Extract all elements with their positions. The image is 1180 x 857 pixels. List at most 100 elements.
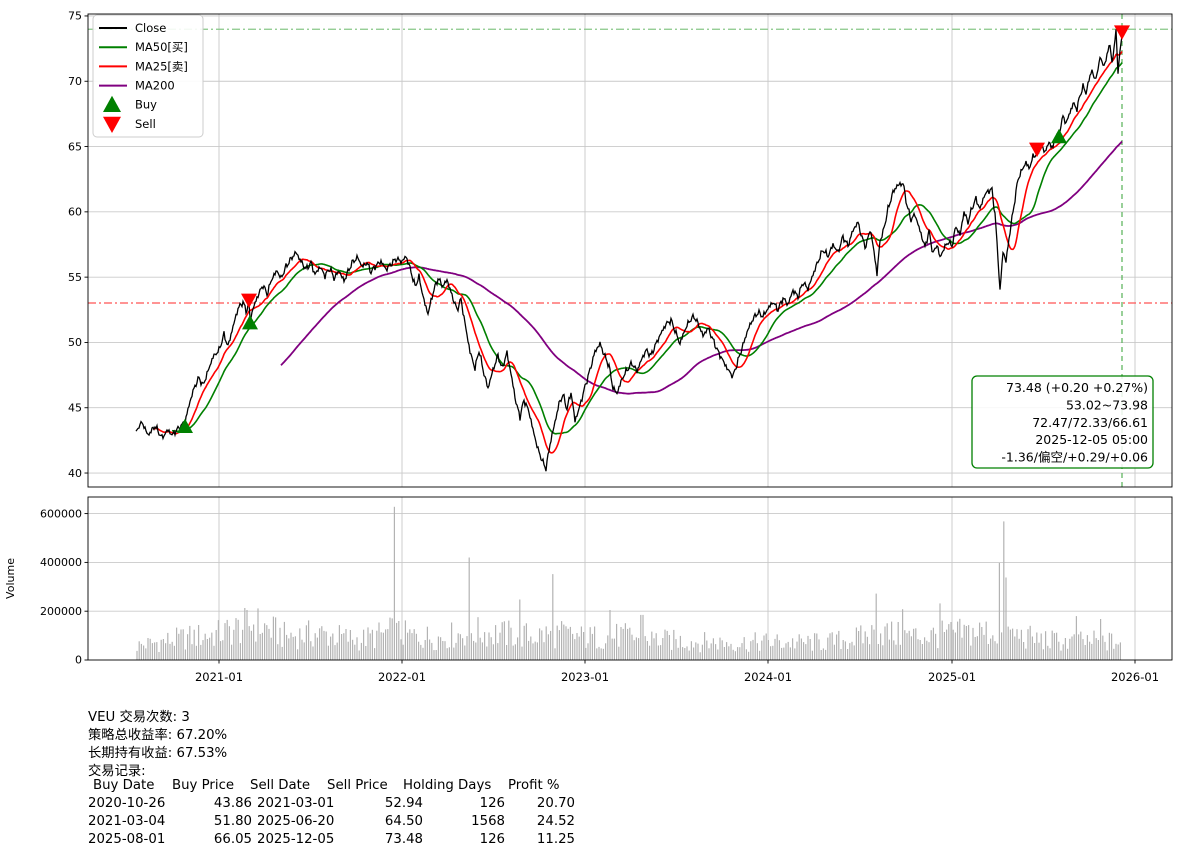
- volume-bar: [917, 639, 919, 660]
- volume-bar: [393, 506, 395, 660]
- volume-bar: [699, 652, 701, 660]
- volume-bar: [233, 629, 235, 660]
- volume-bar: [492, 644, 494, 660]
- volume-bar: [235, 618, 237, 660]
- volume-bar: [629, 627, 631, 660]
- volume-bar: [182, 629, 184, 660]
- volume-bar: [283, 621, 285, 660]
- volume-bar: [796, 641, 798, 660]
- volume-bar: [990, 638, 992, 660]
- volume-bar: [1003, 521, 1005, 660]
- volume-bar: [644, 636, 646, 660]
- volume-bar: [558, 630, 560, 660]
- trade-header-cell: Sell Price: [327, 778, 388, 793]
- volume-bar: [730, 643, 732, 660]
- volume-bar: [715, 644, 717, 660]
- volume-bar: [838, 630, 840, 660]
- volume-bar: [1089, 641, 1091, 660]
- volume-tick-label: 600000: [40, 507, 82, 520]
- volume-bar: [739, 647, 741, 660]
- volume-bar: [871, 625, 873, 660]
- volume-bar: [437, 636, 439, 660]
- volume-bar: [169, 643, 171, 660]
- volume-bar: [261, 632, 263, 660]
- volume-bar: [618, 646, 620, 660]
- volume-bar: [470, 633, 472, 660]
- volume-bar: [325, 631, 327, 660]
- volume-bar: [983, 634, 985, 660]
- volume-bar: [723, 647, 725, 660]
- volume-bar: [1051, 630, 1053, 660]
- volume-bar: [554, 648, 556, 660]
- volume-bar: [651, 631, 653, 660]
- volume-bar: [1038, 642, 1040, 660]
- volume-bar: [534, 641, 536, 660]
- volume-bar: [191, 644, 193, 660]
- y-tick-label: 55: [68, 271, 82, 284]
- volume-bar: [763, 635, 765, 660]
- volume-bar: [226, 619, 228, 660]
- volume-bar: [935, 633, 937, 660]
- volume-bar: [418, 641, 420, 660]
- volume-bar: [1093, 630, 1095, 660]
- volume-bar: [253, 624, 255, 660]
- volume-bar: [536, 642, 538, 660]
- volume-bar: [1047, 645, 1049, 660]
- volume-bar: [671, 649, 673, 660]
- volume-bar: [459, 634, 461, 660]
- volume-bar: [525, 623, 527, 660]
- legend-label: Buy: [135, 98, 157, 112]
- volume-bar: [776, 634, 778, 660]
- volume-bar: [1056, 632, 1058, 660]
- volume-bar: [486, 646, 488, 660]
- volume-bar: [338, 625, 340, 660]
- sell-marker: [1114, 25, 1130, 40]
- volume-bar: [204, 633, 206, 660]
- volume-bar: [844, 641, 846, 660]
- volume-bar: [853, 645, 855, 660]
- volume-bar: [451, 622, 453, 660]
- volume-bar: [653, 638, 655, 660]
- volume-bar: [519, 599, 521, 660]
- volume-bar: [693, 647, 695, 660]
- x-tick-label: 2026-01: [1111, 670, 1159, 684]
- volume-bar: [239, 643, 241, 660]
- x-tick-label: 2024-01: [744, 670, 792, 684]
- buy-marker: [1051, 128, 1067, 144]
- volume-bar: [349, 630, 351, 660]
- volume-bar: [1009, 629, 1011, 660]
- volume-bar: [792, 638, 794, 660]
- volume-bar: [627, 628, 629, 660]
- volume-bar: [842, 640, 844, 660]
- volume-bar: [635, 637, 637, 660]
- volume-bar: [695, 642, 697, 660]
- legend-label: Close: [135, 21, 166, 35]
- volume-bar: [424, 640, 426, 660]
- volume-bar: [587, 643, 589, 660]
- volume-bar: [294, 636, 296, 660]
- volume-bar: [877, 644, 879, 660]
- volume-bar: [948, 624, 950, 660]
- volume-bar: [1014, 636, 1016, 660]
- volume-bar: [1119, 642, 1121, 660]
- volume-bar: [222, 640, 224, 660]
- volume-bar: [666, 630, 668, 660]
- volume-bar: [517, 637, 519, 660]
- trade-header-cell: Sell Date: [250, 778, 311, 793]
- volume-bar: [378, 622, 380, 660]
- volume-bar: [448, 647, 450, 660]
- volume-bar: [380, 632, 382, 660]
- volume-bar: [268, 628, 270, 660]
- trade-cell: 2021-03-04: [88, 814, 166, 829]
- volume-bar: [402, 644, 404, 660]
- buy-marker: [242, 314, 258, 330]
- volume-bar: [400, 639, 402, 660]
- volume-bar: [954, 632, 956, 660]
- volume-bar: [895, 644, 897, 660]
- volume-bar: [429, 639, 431, 660]
- volume-bar: [523, 625, 525, 660]
- volume-bar: [189, 625, 191, 660]
- volume-bar: [433, 650, 435, 660]
- volume-bar: [932, 627, 934, 660]
